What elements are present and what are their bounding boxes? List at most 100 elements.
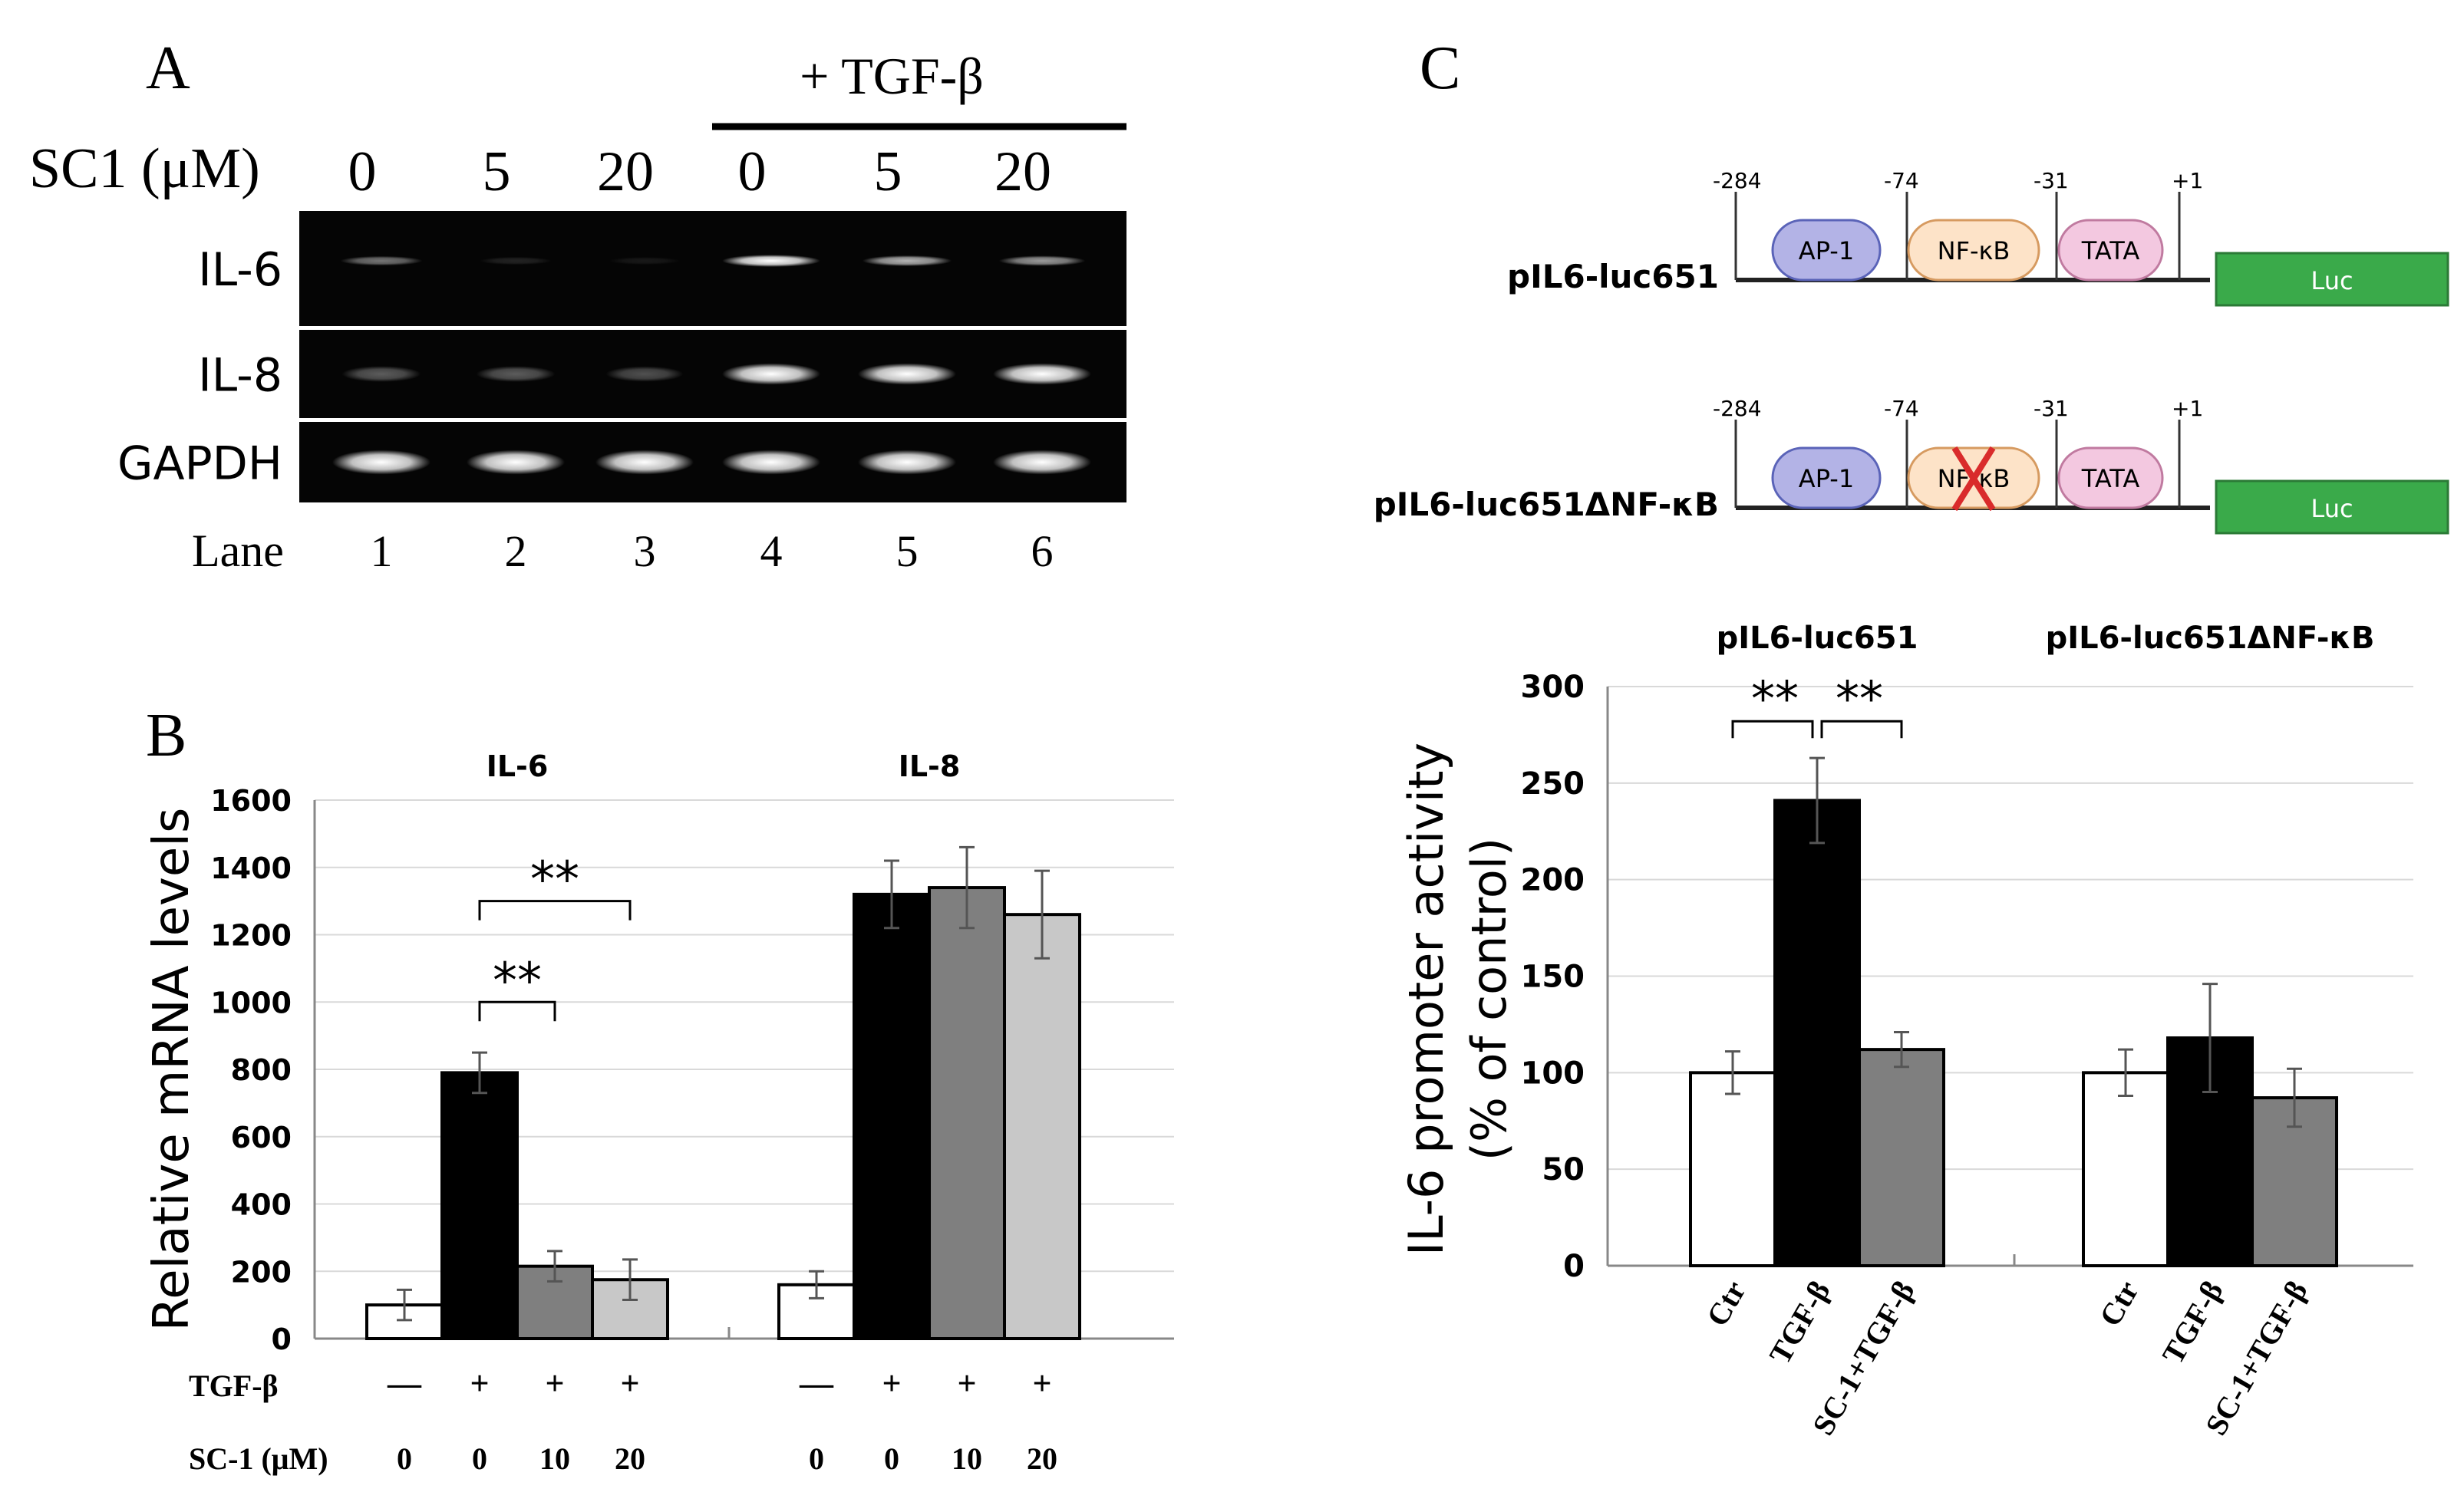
element-nf-b: [1907, 219, 2040, 282]
gel-band-lane-4: [722, 363, 820, 385]
panel-a-label: A: [146, 35, 190, 102]
element-tata: [2057, 446, 2164, 509]
category-label: TGF-β: [1763, 1275, 1837, 1370]
category-label: TGF-β: [2156, 1275, 2230, 1370]
row-label-sc1: SC-1 (μM): [189, 1441, 328, 1476]
gel-background: [299, 422, 1126, 502]
bar-group1-3: [1858, 1048, 1945, 1267]
tgf-indicator: +: [545, 1365, 564, 1402]
group-title-1: pIL6-luc651: [1717, 621, 1918, 656]
panel-b-chart: B 02004006008001000120014001600Relative …: [143, 702, 1174, 1476]
gene-label-il-8: IL-8: [198, 349, 282, 403]
gel-band-lane-1: [341, 366, 421, 382]
lane-number-2: 2: [505, 526, 527, 576]
dose-label-4: 0: [738, 140, 767, 203]
bar-il-8-2: [853, 892, 931, 1340]
luciferase-box: [2215, 252, 2449, 307]
y-tick-label: 1200: [210, 919, 292, 953]
lane-number-3: 3: [634, 526, 656, 576]
gel-band-lane-5: [858, 450, 956, 475]
tgf-indicator: +: [882, 1365, 901, 1402]
bar-group1-2: [1773, 799, 1861, 1267]
position-label: -74: [1884, 396, 1919, 421]
construct-name: pIL6-luc651ΔNF-κB: [1374, 486, 1719, 523]
lane-number-4: 4: [760, 526, 783, 576]
y-axis-subtitle: (% of control): [1461, 838, 1517, 1161]
y-tick-label: 0: [272, 1322, 292, 1356]
gel-band-lane-6: [993, 450, 1091, 475]
gel-row-il-8: IL-8: [198, 330, 1126, 418]
gel-band-lane-2: [467, 450, 565, 475]
y-tick-label: 200: [1521, 863, 1585, 898]
position-label: +1: [2172, 168, 2203, 193]
gel-background: [299, 330, 1126, 418]
gel-band-lane-3: [605, 366, 684, 382]
y-tick-label: 250: [1521, 766, 1585, 802]
lane-number-5: 5: [896, 526, 919, 576]
sc1-dose: 10: [539, 1441, 570, 1476]
lane-number-6: 6: [1031, 526, 1054, 576]
category-label: Ctr: [1700, 1275, 1753, 1332]
y-axis-title: Relative mRNA levels: [143, 808, 200, 1332]
gel-band-lane-3: [595, 450, 694, 475]
y-tick-label: 300: [1521, 670, 1585, 705]
y-tick-label: 400: [231, 1188, 292, 1222]
gene-label-il-6: IL-6: [198, 243, 282, 297]
y-tick-label: 50: [1542, 1152, 1585, 1187]
sc1-dose: 0: [472, 1441, 487, 1476]
y-tick-label: 1000: [210, 986, 292, 1019]
panel-b-label: B: [146, 702, 186, 769]
lane-label: Lane: [192, 525, 284, 576]
lane-number-1: 1: [371, 526, 393, 576]
deletion-mark: [1951, 446, 1996, 512]
panel-c-label: C: [1420, 35, 1460, 102]
significance-bracket: [1820, 720, 1903, 739]
tgf-indicator: +: [1032, 1365, 1051, 1402]
luciferase-box: [2215, 479, 2449, 535]
tgf-indicator: —: [387, 1365, 422, 1402]
y-tick-label: 150: [1521, 960, 1585, 995]
gel-band-lane-5: [862, 255, 952, 267]
y-tick-label: 0: [1563, 1249, 1585, 1284]
gel-band-lane-4: [722, 255, 820, 267]
element-label: TATA: [2081, 464, 2140, 493]
tgf-indicator: +: [620, 1365, 639, 1402]
bar-il-8-3: [928, 886, 1006, 1340]
position-label: -284: [1713, 396, 1762, 421]
sc1-dose: 0: [397, 1441, 412, 1476]
dose-label-1: 0: [348, 140, 377, 203]
bar-group2-1: [2082, 1071, 2169, 1268]
group-title-il-6: IL-6: [487, 749, 549, 783]
significance-label: **: [530, 852, 579, 909]
panel-a-gel: A + TGF-β SC1 (μM) 0 5 20 0 5 20 IL-6 IL-8 GAPD…: [29, 35, 1126, 576]
element-label: AP-1: [1799, 464, 1854, 493]
sc1-dose-label: SC1 (μM): [29, 137, 260, 200]
element-ap-1: [1771, 219, 1882, 282]
gene-label-gapdh: GAPDH: [117, 437, 282, 491]
group-title-il-8: IL-8: [899, 749, 961, 783]
significance-bracket: [478, 1000, 556, 1022]
y-tick-label: 600: [231, 1121, 292, 1154]
y-tick-label: 1600: [210, 784, 292, 818]
construct-name: pIL6-luc651: [1507, 258, 1719, 295]
significance-bracket: [1731, 720, 1814, 739]
position-label: -31: [2034, 168, 2069, 193]
y-tick-label: 800: [231, 1053, 292, 1087]
gel-band-lane-1: [340, 255, 423, 266]
element-label: TATA: [2081, 236, 2140, 265]
significance-label: **: [1751, 670, 1799, 726]
significance-label: **: [493, 953, 542, 1010]
position-label: -31: [2034, 396, 2069, 421]
gel-row-gapdh: GAPDH: [117, 422, 1126, 502]
luciferase-label: Luc: [2311, 266, 2353, 295]
gel-band-lane-2: [476, 366, 556, 382]
tgf-indicator: +: [470, 1365, 489, 1402]
y-tick-label: 1400: [210, 851, 292, 885]
dose-label-3: 20: [597, 140, 654, 203]
sc1-dose: 20: [1027, 1441, 1057, 1476]
position-label: -284: [1713, 168, 1762, 193]
sc1-dose: 10: [952, 1441, 982, 1476]
significance-label: **: [1836, 670, 1883, 726]
bar-il-6-2: [440, 1071, 519, 1340]
